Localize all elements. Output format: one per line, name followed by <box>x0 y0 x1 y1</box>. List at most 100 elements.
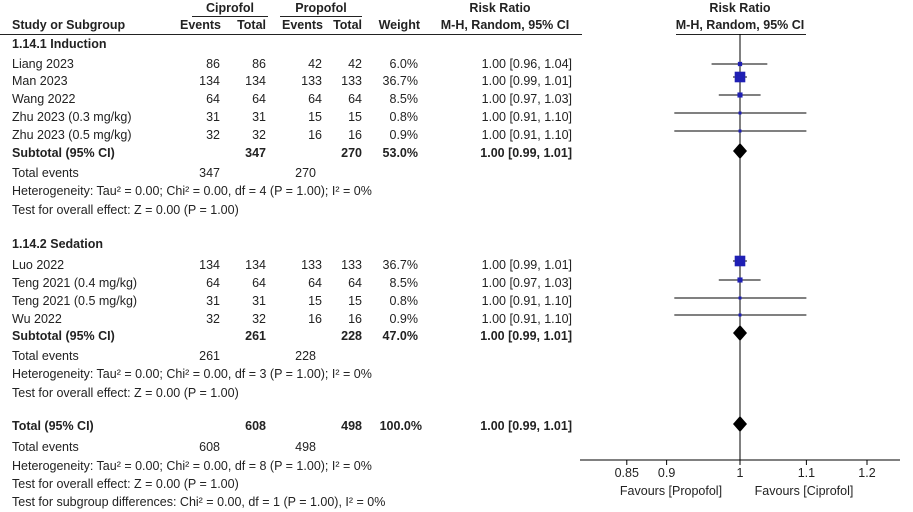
total-label: Total (95% CI) <box>12 419 94 433</box>
total1-value: 32 <box>252 312 266 326</box>
ci-value: 1.00 [0.91, 1.10] <box>481 110 572 124</box>
weight-value: 6.0% <box>389 57 419 71</box>
events1-value: 31 <box>206 110 220 124</box>
events2-value: 42 <box>308 57 322 71</box>
total1-col-header: Total <box>237 18 266 32</box>
total-events1: 347 <box>199 166 220 180</box>
events2-col-header: Events <box>282 18 323 32</box>
events2-value: 15 <box>308 110 322 124</box>
total-total1: 608 <box>245 419 266 433</box>
x-axis-tick-label: 0.9 <box>658 466 675 480</box>
study-name: Zhu 2023 (0.3 mg/kg) <box>12 110 132 124</box>
section-title: 1.14.2 Sedation <box>12 237 104 251</box>
pooled-diamond <box>732 416 747 432</box>
rr-col-subheader: M-H, Random, 95% CI <box>440 18 570 32</box>
favours-right-label: Favours [Ciprofol] <box>754 484 854 498</box>
ci-value: 1.00 [0.91, 1.10] <box>481 312 572 326</box>
total1-value: 64 <box>252 92 266 106</box>
events2-value: 16 <box>308 128 322 142</box>
study-name: Teng 2021 (0.4 mg/kg) <box>12 276 138 290</box>
total-weight: 100.0% <box>379 419 422 433</box>
subtotal-label: Subtotal (95% CI) <box>12 329 115 343</box>
weight-value: 0.8% <box>389 294 419 308</box>
total1-value: 31 <box>252 110 266 124</box>
subtotal-ci: 1.00 [0.99, 1.01] <box>480 146 572 160</box>
plot-col-subheader: M-H, Random, 95% CI <box>675 18 805 32</box>
total-events1: 261 <box>199 349 220 363</box>
events1-value: 64 <box>206 276 220 290</box>
subtotal-weight: 47.0% <box>382 329 418 343</box>
weight-value: 8.5% <box>389 276 419 290</box>
x-axis-tick-label: 1.1 <box>798 466 815 480</box>
total1-value: 64 <box>252 276 266 290</box>
subtotal-total2: 228 <box>341 329 362 343</box>
header-rule <box>0 34 582 35</box>
ci-value: 1.00 [0.91, 1.10] <box>481 128 572 142</box>
study-square <box>738 111 742 115</box>
group1-header-underline <box>192 16 268 17</box>
study-col-header: Study or Subgroup <box>12 18 126 32</box>
total-events-label: Total events <box>12 440 79 454</box>
ci-value: 1.00 [0.97, 1.03] <box>481 92 572 106</box>
events1-value: 32 <box>206 128 220 142</box>
total1-value: 31 <box>252 294 266 308</box>
events2-value: 15 <box>308 294 322 308</box>
total-events2: 270 <box>295 166 316 180</box>
weight-value: 0.9% <box>389 312 419 326</box>
ci-value: 1.00 [0.96, 1.04] <box>481 57 572 71</box>
heterogeneity-text: Heterogeneity: Tau² = 0.00; Chi² = 0.00,… <box>12 459 372 473</box>
subtotal-total1: 347 <box>245 146 266 160</box>
events2-value: 133 <box>301 74 322 88</box>
events1-value: 31 <box>206 294 220 308</box>
study-name: Liang 2023 <box>12 57 74 71</box>
subtotal-total1: 261 <box>245 329 266 343</box>
total2-value: 133 <box>341 258 362 272</box>
pooled-diamond <box>732 143 747 159</box>
group2-header: Propofol <box>295 1 347 15</box>
weight-value: 0.8% <box>389 110 419 124</box>
total2-value: 16 <box>348 128 362 142</box>
heterogeneity-text: Heterogeneity: Tau² = 0.00; Chi² = 0.00,… <box>12 367 372 381</box>
study-name: Man 2023 <box>12 74 68 88</box>
overall-effect-text: Test for overall effect: Z = 0.00 (P = 1… <box>12 386 239 400</box>
weight-value: 8.5% <box>389 92 419 106</box>
ci-value: 1.00 [0.97, 1.03] <box>481 276 572 290</box>
overall-effect-text: Test for overall effect: Z = 0.00 (P = 1… <box>12 477 239 491</box>
events1-value: 134 <box>199 258 220 272</box>
study-name: Wang 2022 <box>12 92 76 106</box>
total-events1: 608 <box>199 440 220 454</box>
total1-value: 134 <box>245 258 266 272</box>
total2-value: 15 <box>348 110 362 124</box>
study-name: Luo 2022 <box>12 258 65 272</box>
heterogeneity-text: Heterogeneity: Tau² = 0.00; Chi² = 0.00,… <box>12 184 372 198</box>
weight-value: 0.9% <box>389 128 419 142</box>
study-square <box>737 277 743 283</box>
subtotal-label: Subtotal (95% CI) <box>12 146 115 160</box>
group1-header: Ciprofol <box>206 1 254 15</box>
total2-value: 133 <box>341 74 362 88</box>
total1-value: 86 <box>252 57 266 71</box>
events1-value: 86 <box>206 57 220 71</box>
events2-value: 64 <box>308 276 322 290</box>
study-square <box>734 71 746 83</box>
events1-col-header: Events <box>180 18 221 32</box>
subtotal-weight: 53.0% <box>382 146 418 160</box>
ci-value: 1.00 [0.99, 1.01] <box>481 258 572 272</box>
total-events2: 498 <box>295 440 316 454</box>
total-total2: 498 <box>341 419 362 433</box>
study-name: Teng 2021 (0.5 mg/kg) <box>12 294 138 308</box>
total2-value: 42 <box>348 57 362 71</box>
subtotal-ci: 1.00 [0.99, 1.01] <box>480 329 572 343</box>
study-square <box>737 92 743 98</box>
weight-value: 36.7% <box>382 74 418 88</box>
total-events-label: Total events <box>12 349 79 363</box>
study-name: Zhu 2023 (0.5 mg/kg) <box>12 128 132 142</box>
x-axis-tick-label: 1.2 <box>858 466 875 480</box>
group2-header-underline <box>280 16 362 17</box>
subgroup-test-text: Test for subgroup differences: Chi² = 0.… <box>12 495 386 509</box>
total2-value: 15 <box>348 294 362 308</box>
study-square <box>737 61 743 67</box>
section-title: 1.14.1 Induction <box>12 37 107 51</box>
events2-value: 64 <box>308 92 322 106</box>
